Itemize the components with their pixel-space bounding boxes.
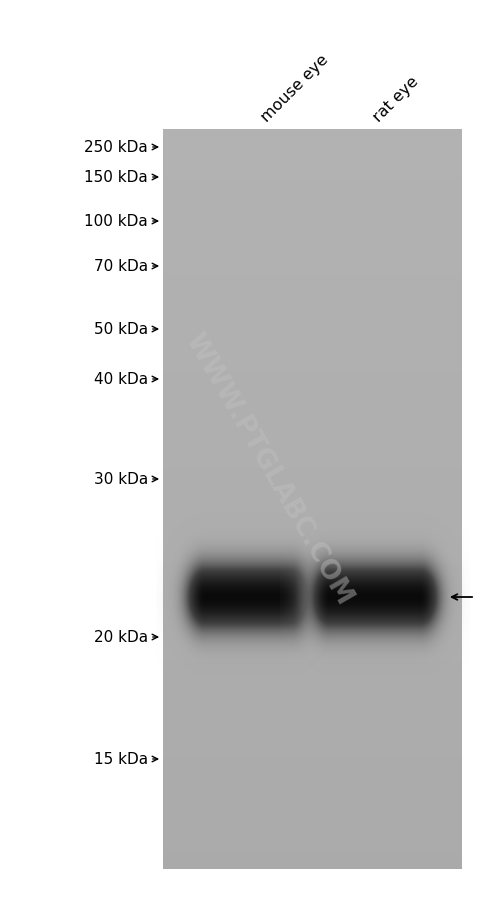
Text: 70 kDa: 70 kDa	[94, 259, 148, 274]
Text: mouse eye: mouse eye	[258, 52, 331, 124]
Text: WWW.PTGLABC.COM: WWW.PTGLABC.COM	[180, 329, 358, 609]
Text: rat eye: rat eye	[370, 74, 421, 124]
Text: 250 kDa: 250 kDa	[84, 141, 148, 155]
Text: 15 kDa: 15 kDa	[94, 751, 148, 767]
Text: 100 kDa: 100 kDa	[84, 215, 148, 229]
Text: 50 kDa: 50 kDa	[94, 322, 148, 337]
Bar	[163, 130, 462, 869]
Text: 150 kDa: 150 kDa	[84, 170, 148, 185]
Text: 20 kDa: 20 kDa	[94, 630, 148, 645]
Text: 40 kDa: 40 kDa	[94, 373, 148, 387]
Text: 30 kDa: 30 kDa	[94, 472, 148, 487]
